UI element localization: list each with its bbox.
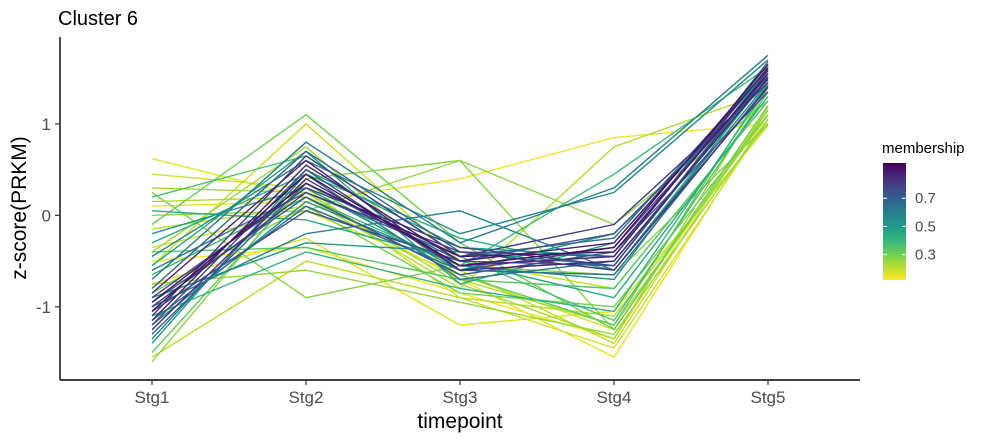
x-axis-title: timepoint [417, 410, 502, 433]
legend-title: membership [882, 140, 965, 157]
legend-tick-label: 0.3 [915, 247, 936, 264]
y-axis: 1 0 -1 [36, 115, 60, 317]
series-line [151, 63, 769, 312]
series-line [151, 125, 769, 326]
y-axis-title: z-score(PRKM) [8, 136, 31, 280]
series-line [151, 54, 769, 280]
series-line [151, 86, 769, 317]
series-line [151, 109, 769, 363]
y-tick-label: 0 [42, 206, 51, 225]
x-tick-label: Stg4 [597, 388, 632, 407]
series-line [151, 91, 769, 303]
series-line [151, 82, 769, 308]
series-line [151, 86, 769, 308]
x-tick-label: Stg5 [751, 388, 786, 407]
y-tick-label: -1 [36, 298, 51, 317]
legend-colorbar [883, 163, 906, 280]
series-line [151, 114, 769, 308]
x-tick-label: Stg2 [289, 388, 324, 407]
x-axis: Stg1 Stg2 Stg3 Stg4 Stg5 [135, 380, 786, 407]
chart-title: Cluster 6 [58, 8, 138, 30]
series-line [151, 114, 769, 358]
x-tick-label: Stg3 [443, 388, 478, 407]
legend: membership 0.7 0.5 0.3 [882, 140, 965, 280]
series-line [151, 68, 769, 321]
y-tick-label: 1 [42, 115, 51, 134]
series-line [151, 73, 769, 303]
series-line [151, 123, 769, 358]
series-line [151, 77, 769, 294]
x-tick-label: Stg1 [135, 388, 170, 407]
series-line [151, 118, 769, 335]
legend-tick-label: 0.7 [915, 190, 936, 207]
series-line [151, 59, 769, 258]
legend-ticks: 0.7 0.5 0.3 [883, 190, 936, 264]
series-layer [151, 54, 769, 363]
legend-tick-label: 0.5 [915, 218, 936, 235]
